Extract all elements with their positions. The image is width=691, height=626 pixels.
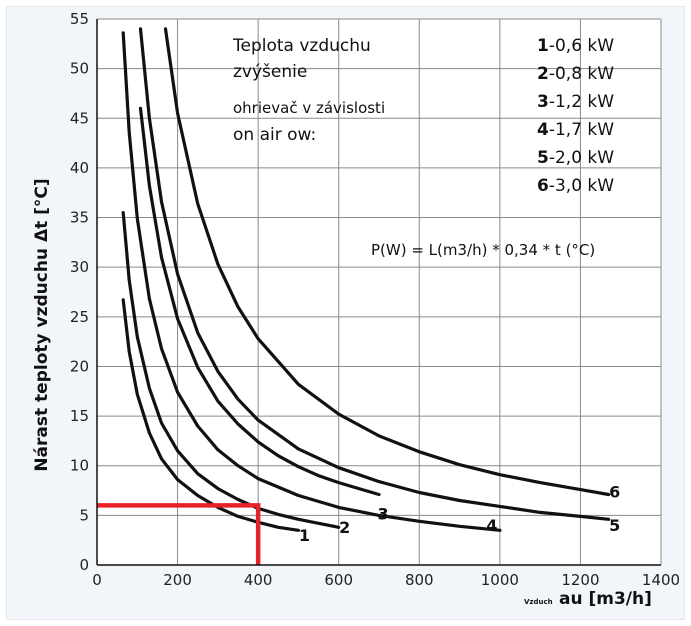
x-tick-label: 800 xyxy=(405,571,434,589)
annotation-line-4: on air ow: xyxy=(233,125,316,145)
series-line-2 xyxy=(121,211,341,529)
y-tick-label: 45 xyxy=(70,109,89,127)
series-line-1 xyxy=(121,298,300,532)
legend-item-2: 2-0,8 kW xyxy=(537,64,614,84)
curve-label-2: 2 xyxy=(339,518,350,537)
legend-power: -2,0 kW xyxy=(549,148,614,168)
legend-power: -1,7 kW xyxy=(549,120,614,140)
series-group xyxy=(121,27,611,532)
y-tick-label: 35 xyxy=(70,209,89,227)
y-tick-label: 10 xyxy=(70,457,89,475)
legend-power: -3,0 kW xyxy=(549,176,614,196)
legend-number: 5 xyxy=(537,148,549,168)
x-tick-label: 0 xyxy=(92,571,102,589)
plot-area xyxy=(97,19,661,565)
tick-labels: 0 200 400 600 800 1000 1200 1400051015202530354… xyxy=(70,10,680,589)
y-axis-label: Nárast teploty vzduchu Δt [°C] xyxy=(32,178,52,471)
legend-power: -1,2 kW xyxy=(549,92,614,112)
y-tick-label: 50 xyxy=(70,60,89,78)
curve-label-3: 3 xyxy=(377,504,388,523)
y-tick-label: 25 xyxy=(70,308,89,326)
series-line-4 xyxy=(121,31,502,532)
series-line-5 xyxy=(138,27,611,521)
x-tick-label: 400 xyxy=(244,571,273,589)
legend-item-3: 3-1,2 kW xyxy=(537,92,614,112)
legend-number: 6 xyxy=(537,176,549,196)
legend-number: 1 xyxy=(537,36,549,56)
x-axis-label-prefix: Vzduch xyxy=(524,598,553,606)
axes xyxy=(96,19,661,566)
x-tick-label: 1000 xyxy=(481,571,519,589)
x-tick-label: 1400 xyxy=(642,571,680,589)
annotation-line-2: zvýšenie xyxy=(233,62,307,82)
x-tick-label: 600 xyxy=(324,571,353,589)
x-tick-label: 1200 xyxy=(561,571,599,589)
legend-number: 4 xyxy=(537,120,549,140)
y-tick-label: 40 xyxy=(70,159,89,177)
y-tick-label: 30 xyxy=(70,258,89,276)
y-tick-label: 20 xyxy=(70,357,89,375)
y-tick-label: 55 xyxy=(70,10,89,28)
chart-frame: 0 200 400 600 800 1000 1200 1400 0 5 10 15 20 25 30 35 4… xyxy=(6,6,685,620)
y-tick-label: 15 xyxy=(70,407,89,425)
annotation-text: Teplota vzduchu zvýšenie ohrievač v závi… xyxy=(232,36,385,145)
highlight-lines xyxy=(97,503,261,565)
legend-power: -0,8 kW xyxy=(549,64,614,84)
legend-item-1: 1-0,6 kW xyxy=(537,36,614,56)
legend-item-4: 4-1,7 kW xyxy=(537,120,614,140)
curve-label-4: 4 xyxy=(486,516,497,535)
curve-label-1: 1 xyxy=(299,526,310,545)
x-tick-label: 200 xyxy=(163,571,192,589)
curve-labels: 1 2 3 4 5 6 xyxy=(299,482,620,545)
legend-number: 3 xyxy=(537,92,549,112)
x-axis-label: au [m3/h] xyxy=(559,589,652,609)
legend: 1-0,6 kW2-0,8 kW3-1,2 kW4-1,7 kW5-2,0 kW… xyxy=(537,36,614,196)
legend-item-6: 6-3,0 kW xyxy=(537,176,614,196)
heater-chart: 0 200 400 600 800 1000 1200 1400051015202530354… xyxy=(32,10,680,609)
curve-label-6: 6 xyxy=(609,482,620,501)
y-tick-label: 0 xyxy=(79,556,89,574)
annotation-line-1: Teplota vzduchu xyxy=(232,36,371,56)
y-tick-label: 5 xyxy=(79,506,89,524)
annotation-line-3: ohrievač v závislosti xyxy=(233,99,385,117)
curve-label-5: 5 xyxy=(609,516,620,535)
legend-item-5: 5-2,0 kW xyxy=(537,148,614,168)
series-line-6 xyxy=(163,27,611,497)
highlight-line xyxy=(97,503,261,565)
legend-power: -0,6 kW xyxy=(549,36,614,56)
legend-number: 2 xyxy=(537,64,549,84)
series-line-3 xyxy=(138,106,381,497)
formula: P(W) = L(m3/h) * 0,34 * t (°C) xyxy=(371,241,595,259)
